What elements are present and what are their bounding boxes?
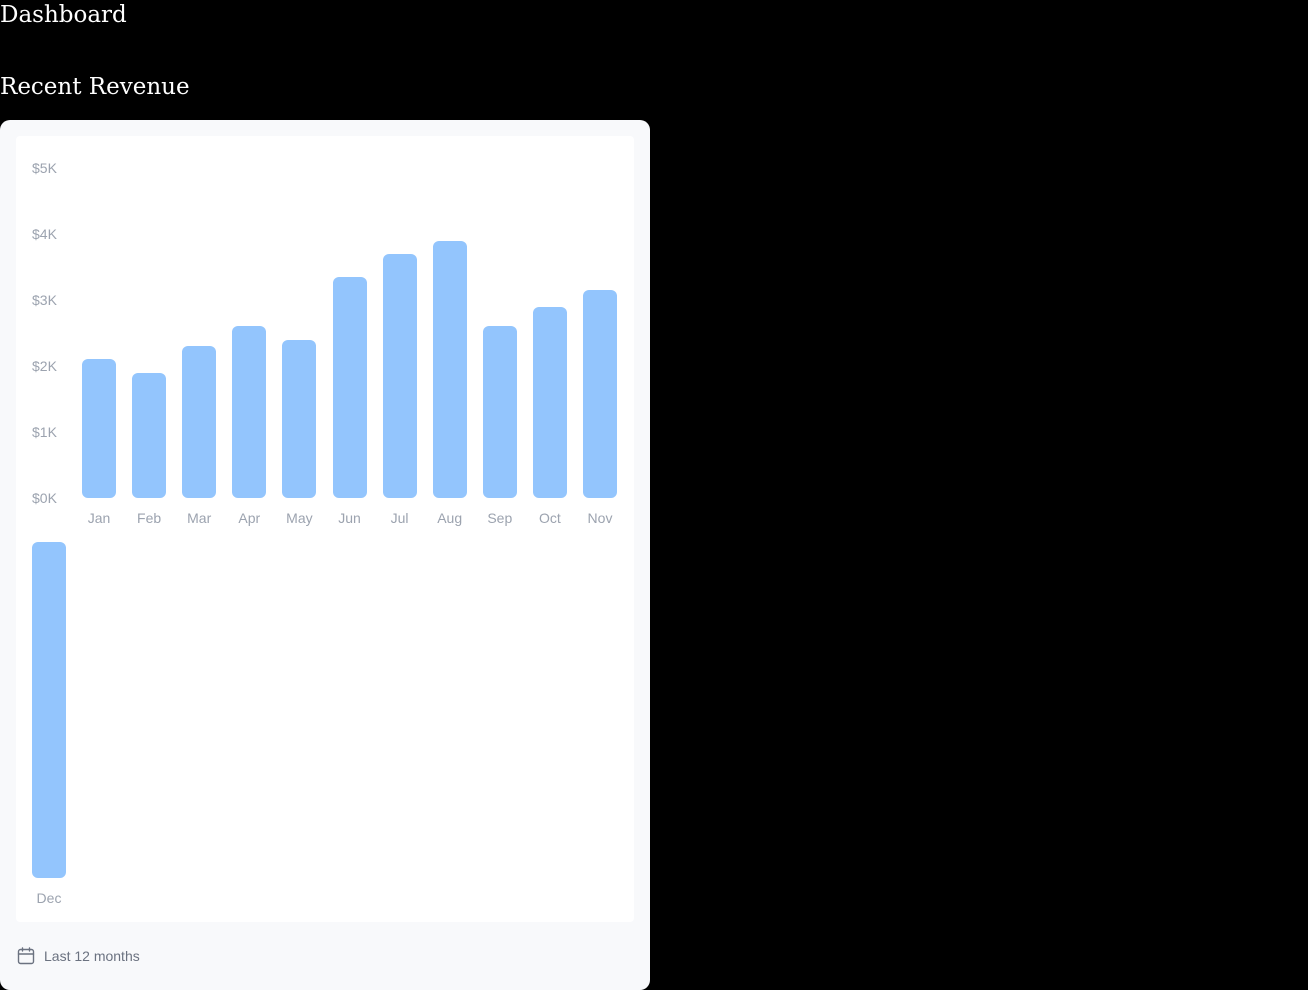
bar-may[interactable] (282, 339, 317, 498)
bar-dec[interactable] (32, 542, 66, 878)
x-tick-label: Apr (238, 510, 261, 526)
x-tick-label: Sep (487, 510, 513, 526)
bar-jan[interactable] (82, 359, 116, 498)
y-tick-label: $2K (32, 358, 57, 374)
page-title: Dashboard (0, 2, 127, 28)
bar-feb[interactable] (132, 372, 167, 498)
x-tick-label: Jun (338, 510, 361, 526)
x-tick-label: Jan (87, 510, 111, 526)
y-tick-label: $4K (32, 226, 57, 242)
revenue-chart: $0K $1K $2K $3K $4K $5K Jan Feb Mar Apr May Jun Jul A… (16, 136, 634, 922)
bar-jun[interactable] (332, 276, 367, 498)
y-tick-label: $3K (32, 292, 57, 308)
bar-apr[interactable] (232, 326, 267, 498)
revenue-card: $0K $1K $2K $3K $4K $5K Jan Feb Mar Apr May Jun Jul A… (0, 120, 650, 990)
bar-sep[interactable] (482, 326, 517, 498)
x-tick-label: Mar (187, 510, 212, 526)
x-tick-label: Oct (539, 510, 561, 526)
bar-nov[interactable] (583, 290, 617, 498)
bar-mar[interactable] (182, 346, 217, 498)
x-tick-label: Dec (36, 890, 62, 906)
x-tick-label: Nov (587, 510, 613, 526)
y-tick-label: $0K (32, 490, 57, 506)
bar-oct[interactable] (532, 306, 567, 498)
card-footer: Last 12 months (16, 946, 140, 966)
y-tick-label: $1K (32, 424, 57, 440)
x-tick-label: Aug (437, 510, 463, 526)
section-title: Recent Revenue (0, 74, 190, 100)
calendar-icon (16, 946, 36, 966)
x-tick-label: May (286, 510, 313, 526)
x-tick-label: Feb (137, 510, 162, 526)
bar-aug[interactable] (432, 240, 467, 498)
y-tick-label: $5K (32, 160, 57, 176)
x-tick-label: Jul (390, 510, 409, 526)
bar-jul[interactable] (382, 253, 417, 498)
date-range-label: Last 12 months (44, 948, 140, 964)
